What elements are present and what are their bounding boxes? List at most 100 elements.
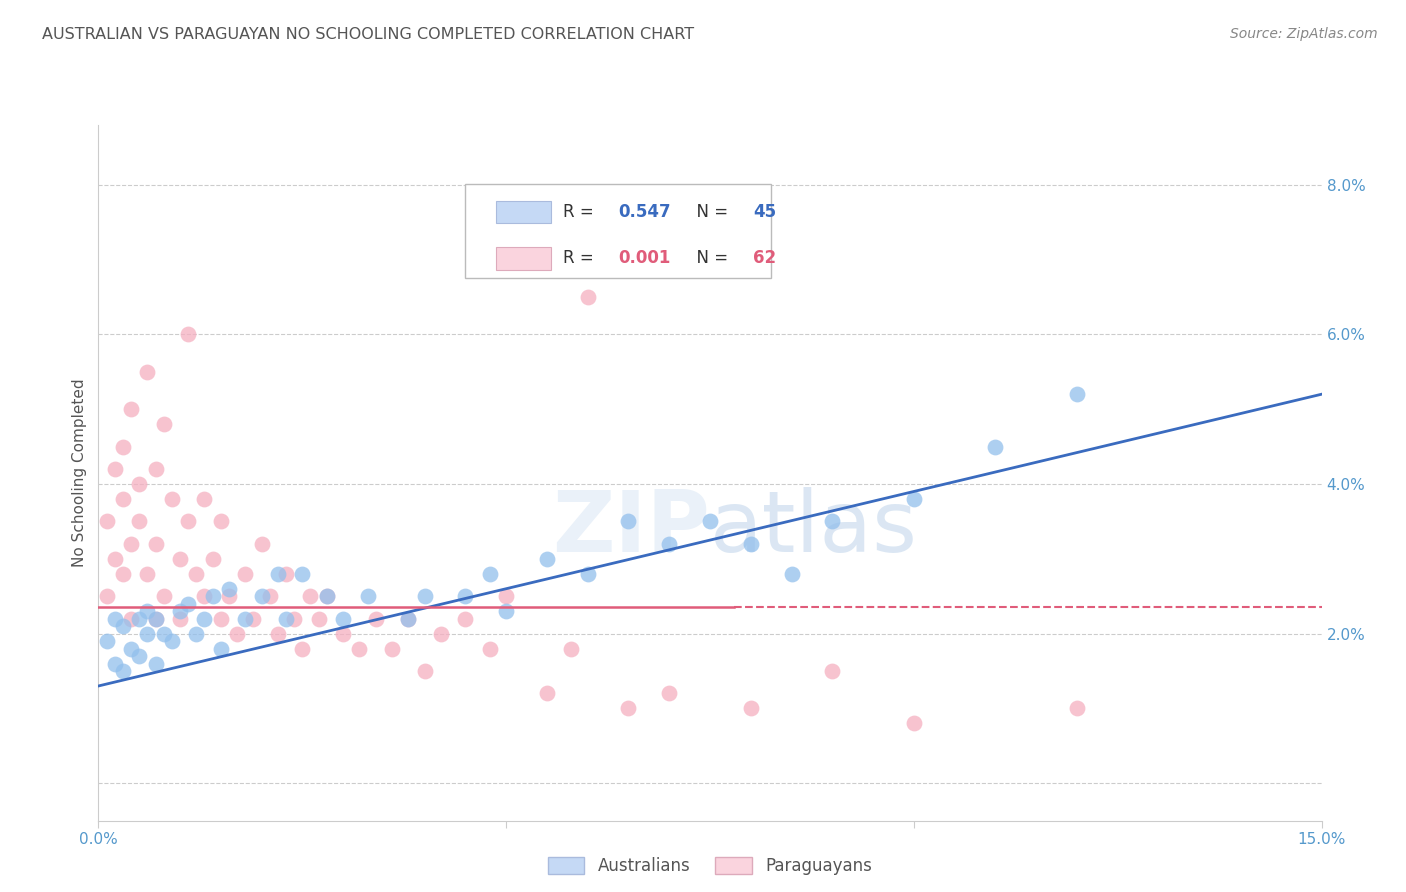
Point	[1066, 387, 1088, 401]
Point	[145, 537, 167, 551]
Point	[104, 551, 127, 566]
Point	[495, 604, 517, 618]
Point	[96, 515, 118, 529]
FancyBboxPatch shape	[465, 184, 772, 278]
Point	[120, 537, 142, 551]
Point	[740, 537, 762, 551]
Legend: Australians, Paraguayans: Australians, Paraguayans	[541, 850, 879, 882]
Point	[218, 582, 240, 596]
Point	[111, 491, 134, 506]
Point	[536, 686, 558, 700]
Point	[396, 612, 419, 626]
Point	[169, 604, 191, 618]
Text: 0.001: 0.001	[619, 250, 671, 268]
Point	[169, 612, 191, 626]
Point	[226, 626, 249, 640]
Point	[250, 589, 273, 603]
Point	[617, 515, 640, 529]
Point	[111, 619, 134, 633]
Text: R =: R =	[564, 202, 599, 221]
Point	[267, 626, 290, 640]
Point	[1066, 701, 1088, 715]
Point	[250, 537, 273, 551]
Point	[291, 566, 314, 581]
Point	[274, 566, 297, 581]
Point	[128, 477, 150, 491]
Point	[291, 641, 314, 656]
Point	[136, 365, 159, 379]
Point	[308, 612, 330, 626]
Point	[111, 440, 134, 454]
Point	[274, 612, 297, 626]
Point	[740, 701, 762, 715]
Point	[259, 589, 281, 603]
Point	[152, 417, 174, 431]
Point	[821, 515, 844, 529]
Point	[177, 327, 200, 342]
Text: 45: 45	[752, 202, 776, 221]
Point	[332, 612, 354, 626]
Point	[111, 566, 134, 581]
Point	[267, 566, 290, 581]
Point	[617, 701, 640, 715]
Point	[186, 566, 208, 581]
Point	[364, 612, 387, 626]
Text: R =: R =	[564, 250, 599, 268]
Point	[136, 604, 159, 618]
Point	[186, 626, 208, 640]
Point	[903, 716, 925, 731]
Point	[495, 589, 517, 603]
Point	[478, 566, 501, 581]
Point	[193, 589, 215, 603]
Point	[413, 589, 436, 603]
Point	[128, 648, 150, 663]
Point	[536, 551, 558, 566]
Point	[658, 686, 681, 700]
Point	[104, 462, 127, 476]
Point	[299, 589, 322, 603]
Point	[128, 612, 150, 626]
Point	[218, 589, 240, 603]
Text: N =: N =	[686, 250, 733, 268]
Text: N =: N =	[686, 202, 733, 221]
Text: ZIP: ZIP	[553, 487, 710, 570]
Point	[381, 641, 404, 656]
Text: AUSTRALIAN VS PARAGUAYAN NO SCHOOLING COMPLETED CORRELATION CHART: AUSTRALIAN VS PARAGUAYAN NO SCHOOLING CO…	[42, 27, 695, 42]
Text: atlas: atlas	[710, 487, 918, 570]
Point	[454, 612, 477, 626]
Point	[201, 551, 224, 566]
FancyBboxPatch shape	[496, 201, 551, 223]
Point	[120, 641, 142, 656]
Point	[349, 641, 371, 656]
FancyBboxPatch shape	[496, 247, 551, 269]
Point	[332, 626, 354, 640]
Point	[576, 566, 599, 581]
Point	[193, 491, 215, 506]
Point	[576, 290, 599, 304]
Text: 62: 62	[752, 250, 776, 268]
Point	[152, 626, 174, 640]
Point	[96, 634, 118, 648]
Point	[96, 589, 118, 603]
Point	[478, 641, 501, 656]
Point	[160, 634, 183, 648]
Point	[413, 664, 436, 678]
Point	[658, 537, 681, 551]
Point	[315, 589, 337, 603]
Point	[111, 664, 134, 678]
Point	[209, 612, 232, 626]
Point	[104, 657, 127, 671]
Point	[903, 491, 925, 506]
Point	[699, 515, 721, 529]
Point	[145, 612, 167, 626]
Point	[984, 440, 1007, 454]
Point	[560, 641, 582, 656]
Point	[454, 589, 477, 603]
Point	[177, 515, 200, 529]
Point	[233, 566, 256, 581]
Point	[396, 612, 419, 626]
Point	[145, 612, 167, 626]
Point	[145, 462, 167, 476]
Point	[160, 491, 183, 506]
Point	[104, 612, 127, 626]
